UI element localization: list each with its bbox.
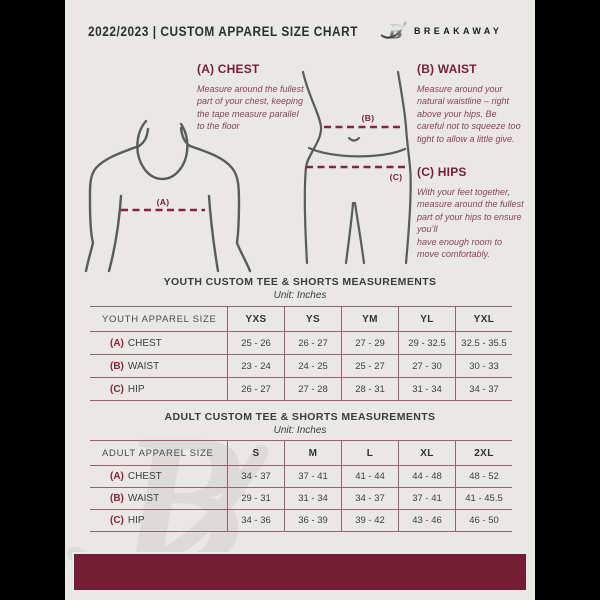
hips-silhouette <box>301 70 412 265</box>
youth-size-table: YOUTH APPAREL SIZE YXS YS YM YL YXL (A) C… <box>90 306 512 401</box>
brand-lockup: B BREAKAWAY <box>380 17 530 47</box>
size-column-header: M <box>284 441 341 465</box>
table-row-chest: (A) CHEST 34 - 37 37 - 41 41 - 44 44 - 48… <box>90 466 512 488</box>
cell: 29 - 31 <box>227 488 284 509</box>
cell: 29 - 32.5 <box>398 332 455 354</box>
cell: 43 - 46 <box>398 510 455 531</box>
chest-heading: (A) CHEST <box>197 62 260 76</box>
cell: 41 - 45.5 <box>455 488 512 509</box>
size-column-header: YL <box>398 307 455 331</box>
cell: 32.5 - 35.5 <box>455 332 512 354</box>
cell: 28 - 31 <box>341 378 398 400</box>
cell: 24 - 25 <box>284 355 341 377</box>
row-label: (B) WAIST <box>110 493 160 504</box>
cell: 39 - 42 <box>341 510 398 531</box>
adult-table-corner-label: ADULT APPAREL SIZE <box>102 447 214 459</box>
size-column-header: YM <box>341 307 398 331</box>
youth-table-corner-label: YOUTH APPAREL SIZE <box>102 313 217 325</box>
cell: 34 - 37 <box>455 378 512 400</box>
cell: 27 - 29 <box>341 332 398 354</box>
adult-size-table: ADULT APPAREL SIZE S M L XL 2XL (A) CHEST… <box>90 440 512 532</box>
cell: 31 - 34 <box>398 378 455 400</box>
table-row-waist: (B) WAIST 23 - 24 24 - 25 25 - 27 27 - 30… <box>90 355 512 378</box>
size-column-header: 2XL <box>455 441 512 465</box>
youth-table-header-row: YOUTH APPAREL SIZE YXS YS YM YL YXL <box>90 307 512 332</box>
footer-accent-bar <box>72 552 528 592</box>
cell: 25 - 27 <box>341 355 398 377</box>
size-column-header: YXL <box>455 307 512 331</box>
cell: 36 - 39 <box>284 510 341 531</box>
hips-instructions: (C) HIPS With your feet together, measur… <box>417 165 525 260</box>
row-label: (A) CHEST <box>110 337 162 349</box>
cell: 41 - 44 <box>341 466 398 487</box>
measurement-dash-lines <box>121 125 409 212</box>
chest-instructions: (A) CHEST Measure around the fullest par… <box>197 62 305 133</box>
youth-section-title: YOUTH CUSTOM TEE & SHORTS MEASUREMENTS <box>163 276 437 288</box>
size-chart-page: 2022/2023 | CUSTOM APPAREL SIZE CHART B … <box>65 0 535 600</box>
cell: 48 - 52 <box>455 466 512 487</box>
adult-unit-label: Unit: Inches <box>273 425 327 436</box>
row-label: (A) CHEST <box>110 471 162 482</box>
table-row-hip: (C) HIP 26 - 27 27 - 28 28 - 31 31 - 34 3… <box>90 378 512 401</box>
cell: 34 - 37 <box>227 466 284 487</box>
table-row-chest: (A) CHEST 25 - 26 26 - 27 27 - 29 29 - 32… <box>90 332 512 355</box>
waist-description: Measure around your natural waistline – … <box>417 84 521 144</box>
size-column-header: YS <box>284 307 341 331</box>
table-row-hip: (C) HIP 34 - 36 36 - 39 39 - 42 43 - 46 4… <box>90 510 512 532</box>
size-column-header: YXS <box>227 307 284 331</box>
adult-table-header-row: ADULT APPAREL SIZE S M L XL 2XL <box>90 441 512 466</box>
row-label: (C) HIP <box>110 383 145 395</box>
row-label: (B) WAIST <box>110 360 160 372</box>
breakaway-b-logo-icon: B <box>380 20 407 44</box>
adult-section-title: ADULT CUSTOM TEE & SHORTS MEASUREMENTS <box>164 411 436 423</box>
table-row-waist: (B) WAIST 29 - 31 31 - 34 34 - 37 37 - 41… <box>90 488 512 510</box>
torso-silhouette <box>84 119 252 273</box>
cell: 34 - 36 <box>227 510 284 531</box>
cell: 34 - 37 <box>341 488 398 509</box>
hips-heading: (C) HIPS <box>417 165 467 179</box>
cell: 26 - 27 <box>227 378 284 400</box>
hips-marker-label: (C) <box>390 172 403 182</box>
chest-description: Measure around the fullest part of your … <box>197 84 304 132</box>
cell: 27 - 28 <box>284 378 341 400</box>
cell: 37 - 41 <box>284 466 341 487</box>
cell: 25 - 26 <box>227 332 284 354</box>
size-column-header: L <box>341 441 398 465</box>
page-title: 2022/2023 | CUSTOM APPAREL SIZE CHART <box>88 24 358 39</box>
youth-unit-label: Unit: Inches <box>273 290 327 301</box>
waist-marker-label: (B) <box>362 113 375 123</box>
cell: 46 - 50 <box>455 510 512 531</box>
chest-marker-label: (A) <box>157 197 170 207</box>
hips-description: With your feet together, measure around … <box>417 187 524 260</box>
cell: 26 - 27 <box>284 332 341 354</box>
cell: 31 - 34 <box>284 488 341 509</box>
cell: 30 - 33 <box>455 355 512 377</box>
brand-name: BREAKAWAY <box>414 26 503 36</box>
size-column-header: S <box>227 441 284 465</box>
cell: 27 - 30 <box>398 355 455 377</box>
waist-heading: (B) WAIST <box>417 62 477 76</box>
body-measurement-diagram: (A) (B) (C) <box>84 70 412 273</box>
cell: 37 - 41 <box>398 488 455 509</box>
size-column-header: XL <box>398 441 455 465</box>
cell: 23 - 24 <box>227 355 284 377</box>
row-label: (C) HIP <box>110 515 145 526</box>
cell: 44 - 48 <box>398 466 455 487</box>
waist-instructions: (B) WAIST Measure around your natural wa… <box>417 62 523 145</box>
